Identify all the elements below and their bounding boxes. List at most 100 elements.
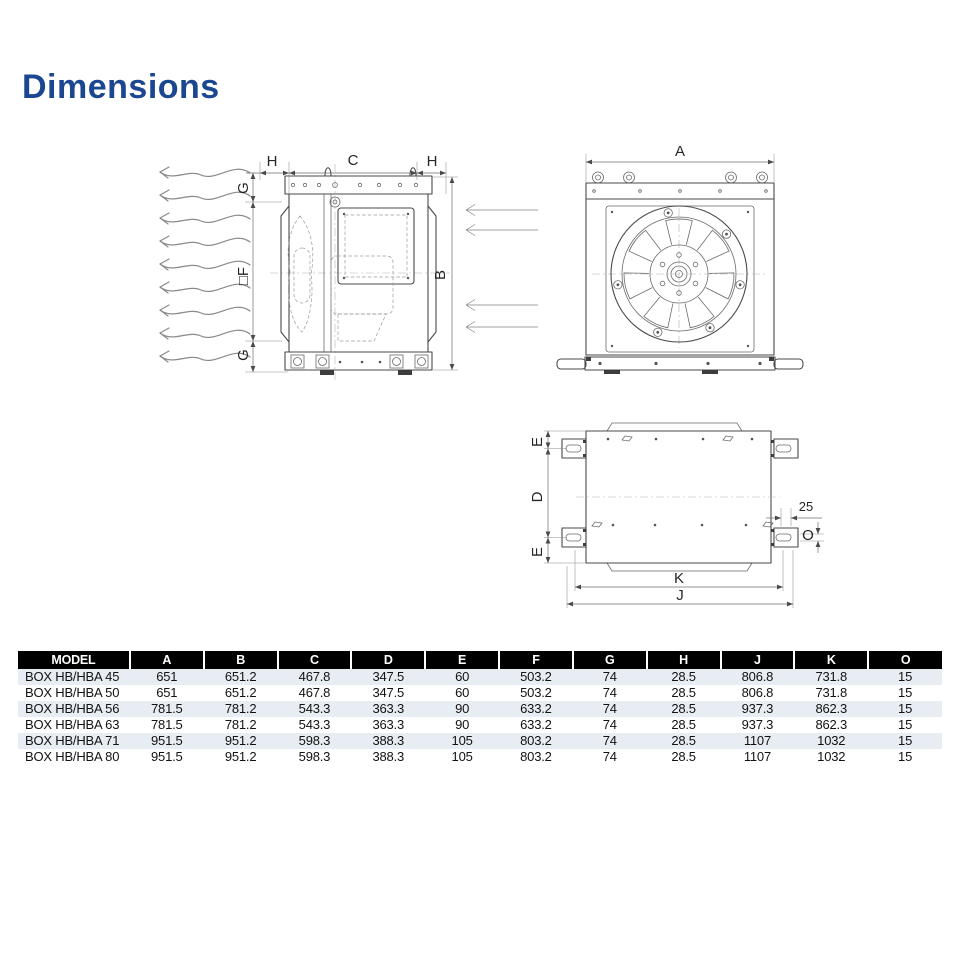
value-cell: 651 [156, 669, 178, 684]
dim-label-b: B [432, 270, 449, 280]
dim-left-plan: E D E [529, 430, 586, 564]
value-cell: 731.8 [815, 685, 848, 700]
value-cell: 74 [602, 685, 617, 700]
value-cell: 1107 [743, 749, 771, 764]
column-header: A [129, 651, 205, 669]
dim-label-j: J [676, 587, 684, 604]
plan-view-box [561, 422, 799, 572]
airflow-in-arrows [465, 204, 539, 333]
ring-bolts [613, 208, 745, 337]
value-cell: 781.5 [151, 701, 183, 716]
dim-label-25: 25 [799, 499, 813, 514]
value-cell: 15 [898, 733, 913, 748]
dim-label-c: C [348, 152, 359, 169]
value-cell: 74 [602, 701, 617, 716]
value-cell: 803.2 [520, 749, 552, 764]
value-cell: 937.3 [741, 717, 774, 732]
table-row: BOX HB/HBA 80 951.5 951.2 598.3 388.3 105 803.… [18, 749, 942, 765]
dim-a: A [585, 143, 775, 182]
dim-top: H C H [246, 152, 447, 194]
fan-blade-outline [287, 215, 314, 333]
value-cell: 503.2 [520, 669, 552, 684]
value-cell: 74 [602, 733, 617, 748]
value-cell: 1032 [817, 749, 846, 764]
dim-label-h-left: H [267, 153, 278, 170]
value-cell: 74 [602, 669, 617, 684]
foot-slots [565, 444, 792, 542]
column-header: F [499, 651, 574, 669]
value-cell: 781.5 [151, 717, 183, 732]
panel-details [591, 435, 774, 528]
value-cell: 781.2 [224, 717, 257, 732]
model-cell: BOX HB/HBA 80 [25, 749, 120, 764]
value-cell: 28.5 [671, 749, 696, 764]
value-cell: 15 [898, 701, 913, 716]
value-cell: 951.5 [151, 749, 183, 764]
dim-label-k: K [674, 570, 684, 587]
value-cell: 598.3 [298, 749, 331, 764]
dim-label-g-top: G [235, 182, 252, 194]
value-cell: 806.8 [741, 685, 774, 700]
value-cell: 363.3 [372, 701, 405, 716]
value-cell: 347.5 [372, 685, 405, 700]
value-cell: 951.2 [224, 749, 257, 764]
column-header: K [794, 651, 870, 669]
column-header: H [646, 651, 722, 669]
column-header: G [572, 651, 648, 669]
dim-right: B [432, 176, 458, 371]
value-cell: 806.8 [741, 669, 774, 684]
value-cell: 15 [898, 717, 913, 732]
column-header: J [720, 651, 796, 669]
column-header: O [868, 651, 942, 669]
value-cell: 651.2 [224, 669, 257, 684]
mounting-feet [561, 438, 799, 548]
model-cell: BOX HB/HBA 71 [25, 733, 120, 748]
value-cell: 951.2 [224, 733, 257, 748]
model-cell: BOX HB/HBA 63 [25, 717, 120, 732]
dim-left: G □F G [235, 173, 288, 373]
value-cell: 28.5 [671, 685, 696, 700]
value-cell: 74 [602, 749, 617, 764]
model-cell: BOX HB/HBA 45 [25, 669, 120, 684]
eyebolts [592, 171, 768, 184]
value-cell: 633.2 [520, 701, 552, 716]
value-cell: 90 [455, 717, 470, 732]
side-view-drawing: H C H G □F G B [159, 152, 539, 380]
table-row: BOX HB/HBA 45 651 651.2 467.8 347.5 60 503.2 74… [18, 669, 942, 685]
value-cell: 74 [602, 717, 617, 732]
model-cell: BOX HB/HBA 50 [25, 685, 120, 700]
fan-hub [649, 244, 709, 304]
value-cell: 347.5 [372, 669, 405, 684]
table-row: BOX HB/HBA 50 651 651.2 467.8 347.5 60 503.2 74… [18, 685, 942, 701]
dim-label-g-bottom: G [235, 349, 252, 361]
value-cell: 731.8 [815, 669, 848, 684]
value-cell: 28.5 [671, 733, 696, 748]
side-view-box [280, 167, 437, 375]
dim-label-h-right: H [427, 153, 438, 170]
model-cell: BOX HB/HBA 56 [25, 701, 120, 716]
value-cell: 651 [156, 685, 178, 700]
value-cell: 60 [455, 669, 470, 684]
value-cell: 1107 [743, 733, 771, 748]
dim-label-e-bottom: E [529, 547, 546, 557]
dimensions-table-body: BOX HB/HBA 45 651 651.2 467.8 347.5 60 503.2 74… [18, 669, 942, 765]
motor-access-panel [337, 207, 415, 285]
value-cell: 15 [898, 669, 913, 684]
dimensions-table-header-row: MODEL A B C D E F G H J K O [18, 651, 942, 669]
value-cell: 105 [451, 733, 473, 748]
page-title: Dimensions [22, 68, 220, 106]
column-header: D [351, 651, 427, 669]
value-cell: 28.5 [671, 701, 696, 716]
value-cell: 1032 [817, 733, 846, 748]
table-row: BOX HB/HBA 56 781.5 781.2 543.3 363.3 90 633.2… [18, 701, 942, 717]
value-cell: 28.5 [671, 669, 696, 684]
value-cell: 951.5 [151, 733, 183, 748]
plan-view-drawing: E D E 25 O [529, 422, 824, 608]
dim-label-a: A [675, 143, 685, 160]
table-row: BOX HB/HBA 71 951.5 951.2 598.3 388.3 105 803.… [18, 733, 942, 749]
column-header: B [203, 651, 279, 669]
fan [592, 205, 768, 348]
value-cell: 803.2 [520, 733, 552, 748]
dim-offset-25: 25 [766, 499, 822, 526]
